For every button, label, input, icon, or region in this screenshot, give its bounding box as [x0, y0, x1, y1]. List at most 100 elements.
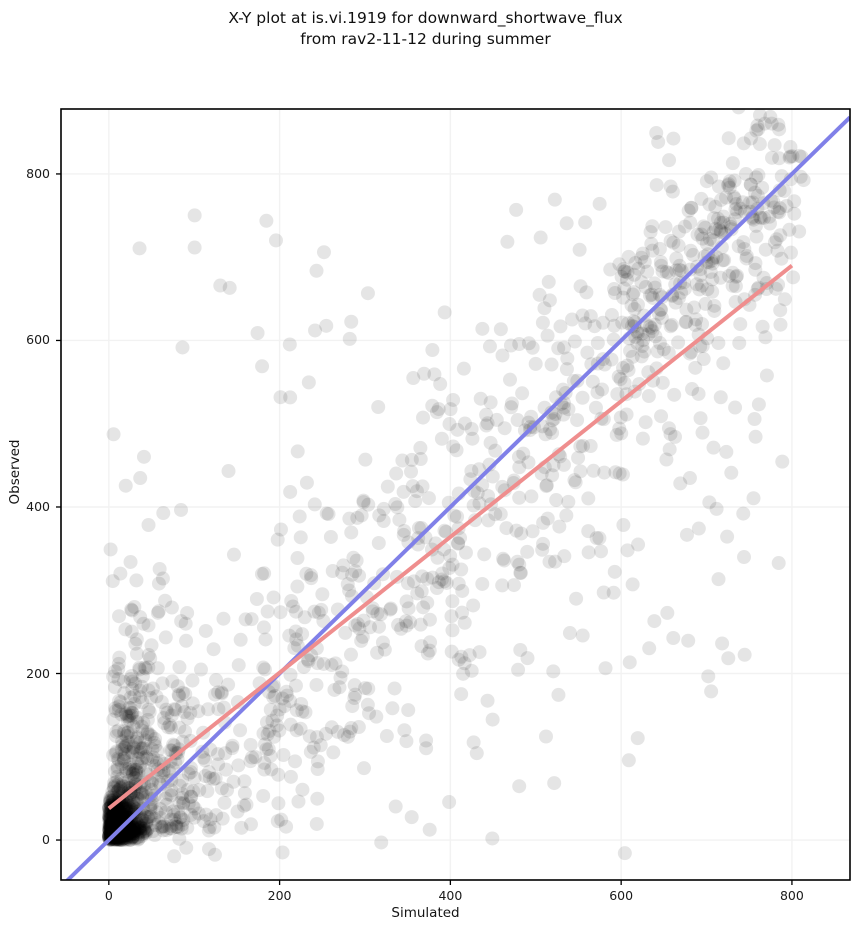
- scatter-point: [128, 762, 143, 777]
- scatter-point: [109, 808, 124, 823]
- scatter-point: [112, 650, 127, 665]
- scatter-point: [454, 687, 469, 702]
- scatter-point: [545, 425, 560, 440]
- scatter-point: [117, 686, 132, 701]
- scatter-point: [310, 656, 325, 671]
- scatter-point: [103, 821, 118, 836]
- scatter-point: [295, 782, 310, 797]
- scatter-point: [500, 234, 515, 249]
- scatter-point: [739, 251, 754, 266]
- scatter-point: [622, 655, 637, 670]
- scatter-point: [493, 507, 508, 522]
- scatter-point: [243, 754, 258, 769]
- scatter-point: [659, 452, 674, 467]
- scatter-point: [309, 677, 324, 692]
- scatter-point: [134, 719, 149, 734]
- scatter-point: [128, 734, 143, 749]
- scatter-point: [726, 189, 741, 204]
- scatter-point: [532, 287, 547, 302]
- scatter-point: [127, 599, 142, 614]
- scatter-point: [655, 290, 670, 305]
- scatter-point: [102, 828, 117, 843]
- scatter-point: [112, 832, 127, 847]
- scatter-point: [114, 810, 129, 825]
- scatter-point: [399, 734, 414, 749]
- scatter-point: [783, 149, 798, 164]
- scatter-point: [125, 829, 140, 844]
- scatter-point: [698, 296, 713, 311]
- scatter-point: [677, 275, 692, 290]
- scatter-point: [466, 598, 481, 613]
- scatter-point: [102, 812, 117, 827]
- scatter-point: [135, 751, 150, 766]
- scatter-point: [435, 566, 450, 581]
- scatter-point: [151, 604, 166, 619]
- scatter-point: [108, 808, 123, 823]
- x-tick-label: 0: [104, 888, 113, 903]
- scatter-point: [145, 681, 160, 696]
- scatter-point: [472, 645, 487, 660]
- scatter-point: [231, 758, 246, 773]
- scatter-point: [123, 713, 138, 728]
- scatter-point: [361, 497, 376, 512]
- scatter-point: [709, 250, 724, 265]
- scatter-point: [464, 663, 479, 678]
- scatter-point: [104, 815, 119, 830]
- scatter-point: [119, 739, 134, 754]
- scatter-point: [155, 819, 170, 834]
- scatter-point: [291, 794, 306, 809]
- scatter-point: [111, 782, 126, 797]
- scatter-point: [350, 616, 365, 631]
- scatter-point: [127, 824, 142, 839]
- scatter-point: [617, 281, 632, 296]
- scatter-point: [637, 254, 652, 269]
- scatter-point: [156, 823, 171, 838]
- scatter-point: [142, 727, 157, 742]
- scatter-point: [655, 375, 670, 390]
- scatter-point: [121, 800, 136, 815]
- scatter-point: [350, 510, 365, 525]
- scatter-point: [284, 593, 299, 608]
- scatter-point: [129, 714, 144, 729]
- scatter-point: [105, 825, 120, 840]
- scatter-point: [552, 519, 567, 534]
- scatter-point: [700, 282, 715, 297]
- scatter-point: [118, 622, 133, 637]
- scatter-point: [174, 821, 189, 836]
- scatter-point: [567, 334, 582, 349]
- scatter-point: [289, 703, 304, 718]
- scatter-point: [159, 702, 174, 717]
- scatter-point: [514, 526, 529, 541]
- scatter-point: [642, 288, 657, 303]
- scatter-point: [117, 779, 132, 794]
- scatter-point: [262, 723, 277, 738]
- scatter-point: [616, 290, 631, 305]
- scatter-point: [477, 547, 492, 562]
- scatter-point: [446, 439, 461, 454]
- scatter-point: [107, 814, 122, 829]
- scatter-point: [154, 768, 169, 783]
- scatter-point: [118, 802, 133, 817]
- scatter-point: [617, 264, 632, 279]
- scatter-point: [171, 820, 186, 835]
- scatter-point: [165, 674, 180, 689]
- scatter-point: [268, 233, 283, 248]
- scatter-point: [105, 816, 120, 831]
- scatter-point: [348, 687, 363, 702]
- scatter-point: [677, 219, 692, 234]
- scatter-point: [108, 830, 123, 845]
- scatter-point: [758, 330, 773, 345]
- scatter-point: [111, 811, 126, 826]
- scatter-point: [610, 387, 625, 402]
- scatter-point: [713, 390, 728, 405]
- scatter-point: [137, 660, 152, 675]
- scatter-point: [319, 506, 334, 521]
- scatter-point: [148, 732, 163, 747]
- scatter-point: [121, 735, 136, 750]
- scatter-point: [117, 726, 132, 741]
- scatter-point: [616, 261, 631, 276]
- scatter-point: [283, 717, 298, 732]
- scatter-point: [233, 723, 248, 738]
- scatter-point: [773, 15, 787, 29]
